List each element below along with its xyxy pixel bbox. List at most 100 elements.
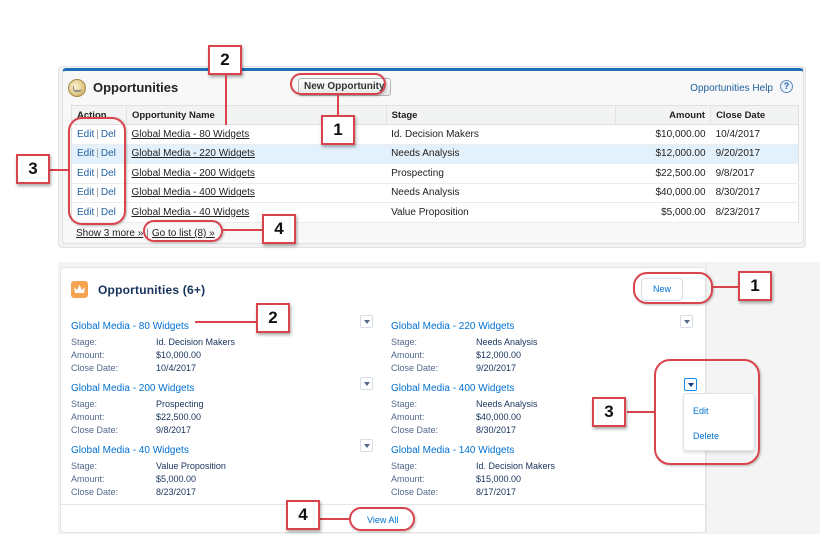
amount-label: Amount: <box>71 412 105 422</box>
opportunity-name-link[interactable]: Global Media - 400 Widgets <box>131 187 255 199</box>
table-row: Edit | Del Global Media - 40 Widgets Value… <box>71 202 799 223</box>
opportunity-name-link[interactable]: Global Media - 80 Widgets <box>71 321 189 332</box>
opportunity-name-link[interactable]: Global Media - 220 Widgets <box>131 148 255 160</box>
edit-link[interactable]: Edit <box>77 206 95 218</box>
new-opportunity-button[interactable]: New Opportunity <box>298 78 391 96</box>
close-date-cell: 10/4/2017 <box>710 124 799 145</box>
callout-3: 3 <box>16 154 50 184</box>
view-all-link[interactable]: View All <box>367 515 399 525</box>
opportunity-name-link[interactable]: Global Media - 140 Widgets <box>391 445 515 456</box>
opportunity-name-link[interactable]: Global Media - 220 Widgets <box>391 321 515 332</box>
close-date-value: 9/8/2017 <box>156 425 192 435</box>
stage-label: Stage: <box>71 337 98 347</box>
amount-cell: $5,000.00 <box>615 202 711 223</box>
close-date-label: Close Date: <box>391 487 439 497</box>
del-link[interactable]: Del <box>100 128 116 140</box>
menu-item-delete[interactable]: Delete <box>693 431 720 441</box>
close-date-label: Close Date: <box>391 425 439 435</box>
show-more-link[interactable]: Show 3 more » <box>76 228 144 239</box>
close-date-label: Close Date: <box>71 487 119 497</box>
stage-cell: Id. Decision Makers <box>386 124 616 145</box>
callout-4: 4 <box>286 500 320 530</box>
del-link[interactable]: Del <box>100 167 116 179</box>
callout-2: 2 <box>208 45 242 75</box>
close-date-value: 8/30/2017 <box>476 425 517 435</box>
callout-line <box>713 286 739 288</box>
edit-link[interactable]: Edit <box>77 187 95 199</box>
close-date-cell: 8/30/2017 <box>710 183 799 203</box>
callout-line <box>225 75 227 125</box>
opportunity-coin-icon <box>68 79 86 97</box>
opportunity-tile: Global Media - 220 Widgets Stage: Needs A… <box>391 316 691 375</box>
del-link[interactable]: Del <box>100 148 116 160</box>
highlight-oval <box>68 117 126 225</box>
amount-cell: $12,000.00 <box>615 144 711 164</box>
opportunities-help-link[interactable]: Opportunities Help <box>690 83 773 94</box>
separator: | <box>96 206 99 218</box>
row-actions-menu-button[interactable] <box>680 315 693 328</box>
table-row: Edit | Del Global Media - 80 Widgets Id. D… <box>71 124 799 145</box>
menu-item-edit[interactable]: Edit <box>693 406 709 416</box>
col-close-date[interactable]: Close Date <box>710 105 799 125</box>
table-row: Edit | Del Global Media - 400 Widgets Need… <box>71 183 799 203</box>
amount-cell: $40,000.00 <box>615 183 711 203</box>
new-button[interactable]: New <box>641 278 683 301</box>
table-header-row: Action Opportunity Name Stage Amount Clo… <box>71 105 799 125</box>
stage-cell: Prospecting <box>386 163 616 184</box>
row-actions-dropdown: Edit Delete <box>683 393 755 451</box>
action-cell: Edit | Del <box>71 163 127 184</box>
highlight-oval <box>349 507 415 531</box>
opportunity-name-link[interactable]: Global Media - 40 Widgets <box>131 206 250 218</box>
callout-line <box>320 518 349 520</box>
opportunity-name-link[interactable]: Global Media - 400 Widgets <box>391 383 515 394</box>
row-actions-menu-button[interactable] <box>360 439 373 452</box>
col-stage[interactable]: Stage <box>385 105 616 125</box>
callout-line <box>337 95 339 115</box>
opportunity-name-link[interactable]: Global Media - 80 Widgets <box>131 128 250 140</box>
stage-label: Stage: <box>391 399 418 409</box>
del-link[interactable]: Del <box>100 206 116 218</box>
amount-label: Amount: <box>391 474 425 484</box>
amount-label: Amount: <box>71 474 105 484</box>
stage-label: Stage: <box>391 337 418 347</box>
table-row: Edit | Del Global Media - 200 Widgets Pros… <box>71 163 799 184</box>
amount-label: Amount: <box>391 350 425 360</box>
highlight-oval <box>143 220 223 242</box>
close-date-cell: 9/8/2017 <box>710 163 799 184</box>
callout-1: 1 <box>321 115 355 145</box>
del-link[interactable]: Del <box>100 187 116 199</box>
amount-label: Amount: <box>391 412 425 422</box>
opportunity-name-link[interactable]: Global Media - 200 Widgets <box>131 167 255 179</box>
edit-link[interactable]: Edit <box>77 167 95 179</box>
stage-value: Needs Analysis <box>476 337 538 347</box>
opportunity-name-link[interactable]: Global Media - 40 Widgets <box>71 445 189 456</box>
lightning-related-list: Opportunities (6+) New Global Media - 80… <box>60 267 706 533</box>
row-actions-menu-button[interactable] <box>360 377 373 390</box>
row-actions-menu-button-open[interactable] <box>684 378 697 391</box>
separator: | <box>96 128 99 140</box>
footer-divider <box>61 504 705 505</box>
row-actions-menu-button[interactable] <box>360 315 373 328</box>
highlight-oval <box>633 272 713 304</box>
close-date-label: Close Date: <box>391 363 439 373</box>
amount-cell: $22,500.00 <box>615 163 711 184</box>
table-row: Edit | Del Global Media - 220 Widgets Need… <box>71 144 799 164</box>
stage-value: Needs Analysis <box>476 399 538 409</box>
opportunity-name-link[interactable]: Global Media - 200 Widgets <box>71 383 195 394</box>
go-to-list-link[interactable]: Go to list (8) » <box>151 228 215 239</box>
lightning-title: Opportunities (6+) <box>98 283 206 297</box>
stage-label: Stage: <box>71 461 98 471</box>
col-amount[interactable]: Amount <box>615 105 711 125</box>
edit-link[interactable]: Edit <box>77 128 95 140</box>
callout-line <box>223 229 263 231</box>
amount-value: $5,000.00 <box>156 474 197 484</box>
edit-link[interactable]: Edit <box>77 148 95 160</box>
classic-table: Action Opportunity Name Stage Amount Clo… <box>71 105 799 223</box>
help-icon[interactable]: ? <box>780 80 793 93</box>
callout-line <box>627 411 654 413</box>
opportunity-tile: Global Media - 400 Widgets Stage: Needs A… <box>391 378 691 437</box>
amount-value: $40,000.00 <box>476 412 522 422</box>
close-date-label: Close Date: <box>71 425 119 435</box>
crown-icon <box>71 281 88 298</box>
close-date-value: 8/23/2017 <box>156 487 197 497</box>
